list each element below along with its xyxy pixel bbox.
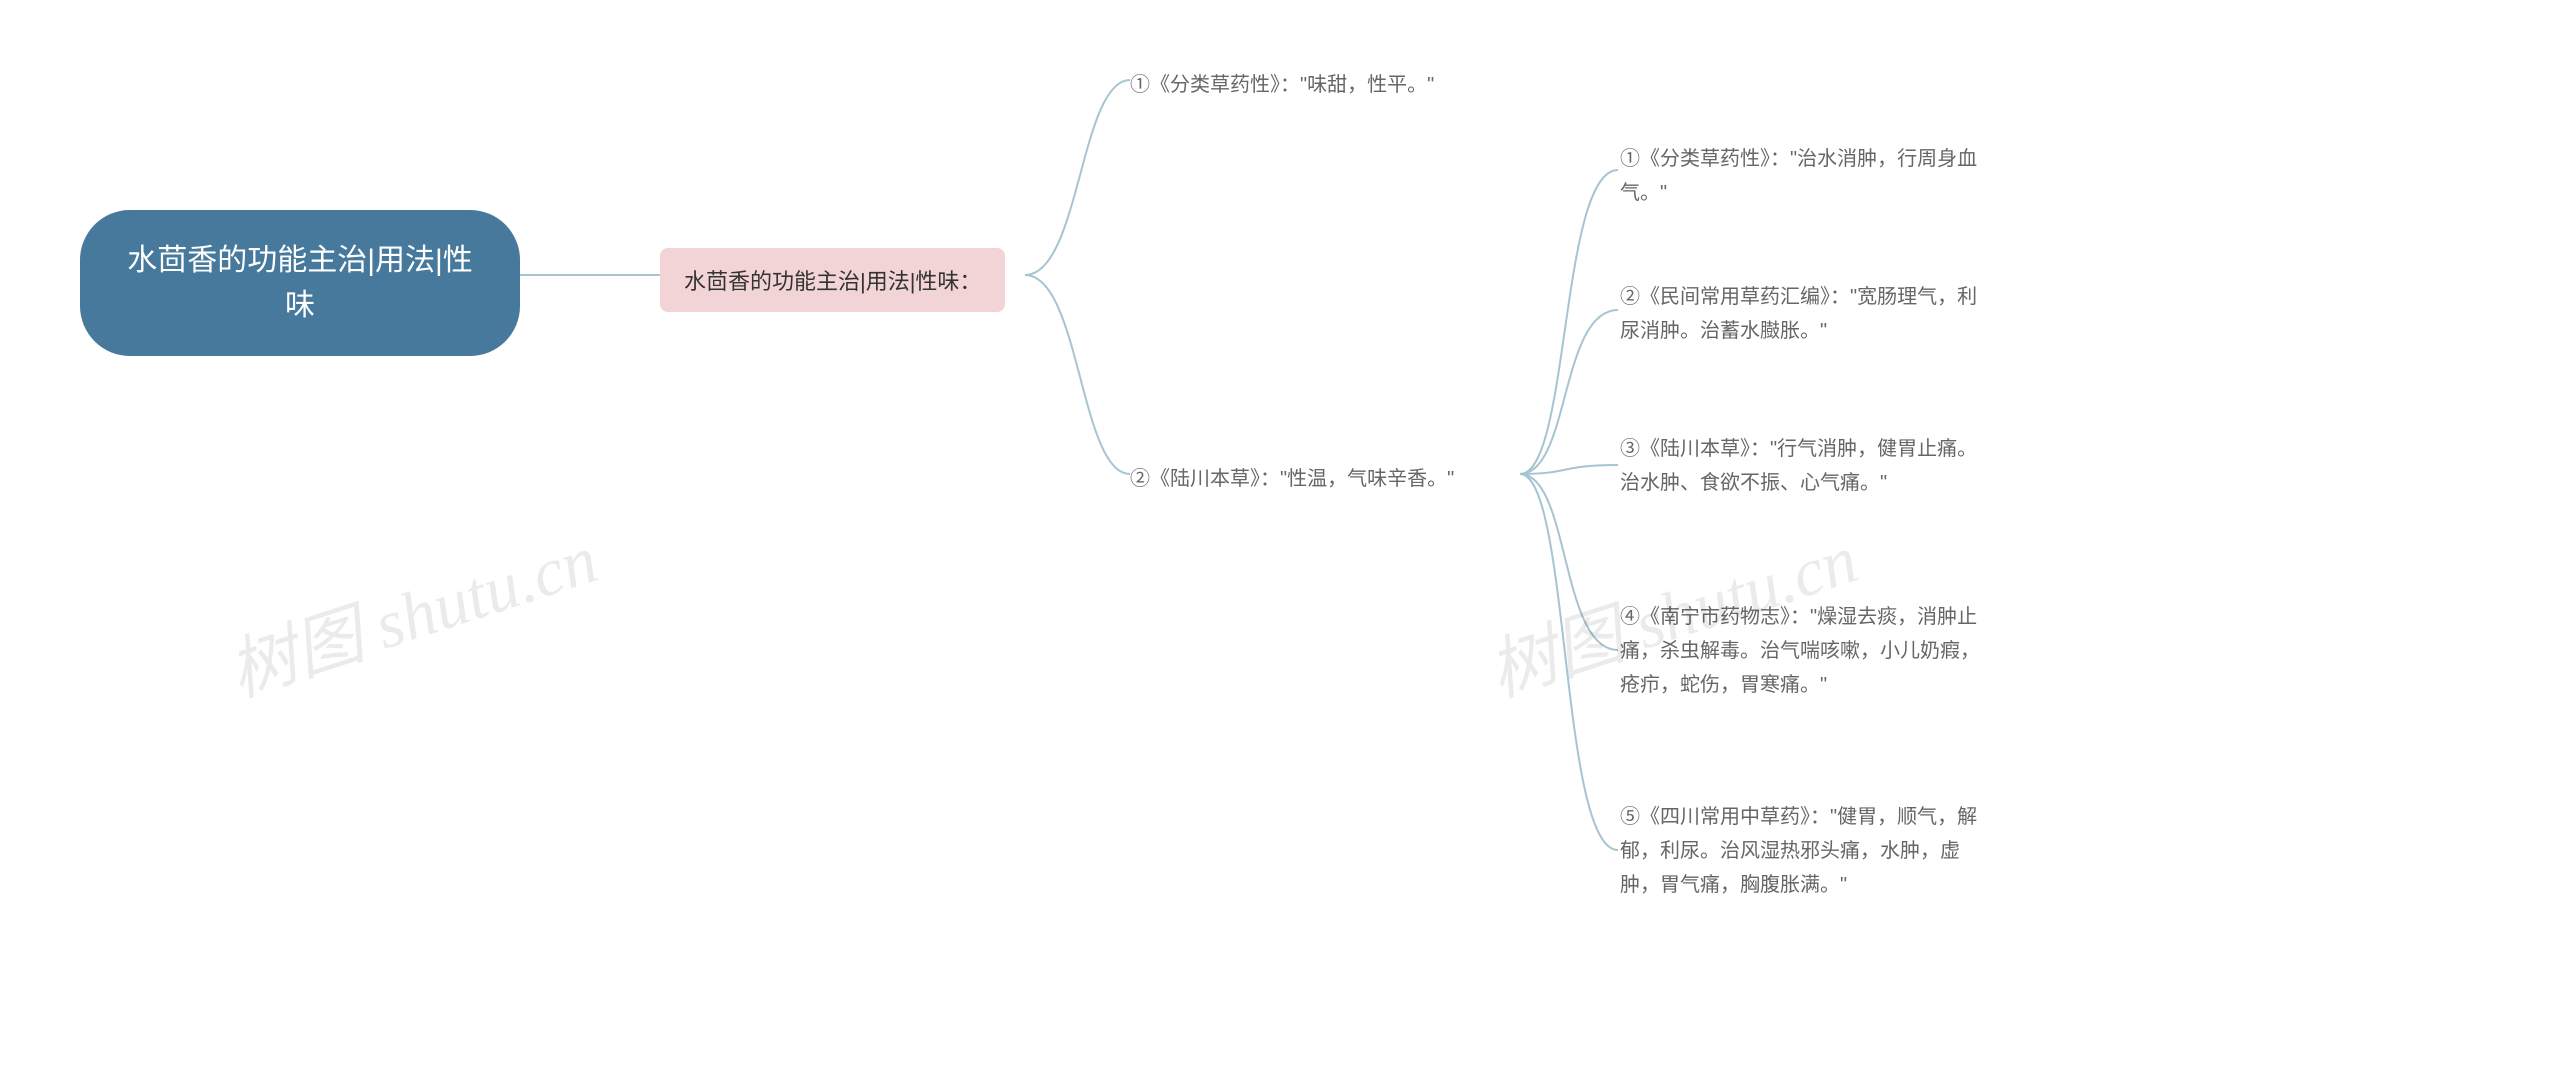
leaf-text: ⑤《四川常用中草药》："健胃，顺气，解郁，利尿。治风湿热邪头痛，水肿，虚肿，胃气… bbox=[1620, 806, 1977, 896]
leaf-text: ②《民间常用草药汇编》："宽肠理气，利尿消肿。治蓄水臌胀。" bbox=[1620, 286, 1977, 342]
leaf-node-2[interactable]: ②《民间常用草药汇编》："宽肠理气，利尿消肿。治蓄水臌胀。" bbox=[1620, 280, 1990, 348]
root-text: 水茴香的功能主治|用法|性味 bbox=[127, 244, 473, 322]
leaf-text: ①《分类草药性》："治水消肿，行周身血气。" bbox=[1620, 148, 1977, 204]
branch-a-text: ①《分类草药性》："味甜，性平。" bbox=[1130, 74, 1434, 96]
leaf-node-1[interactable]: ①《分类草药性》："治水消肿，行周身血气。" bbox=[1620, 142, 1990, 210]
level2-text: 水茴香的功能主治|用法|性味： bbox=[684, 269, 981, 294]
connector-layer bbox=[0, 0, 2560, 1066]
level2-node[interactable]: 水茴香的功能主治|用法|性味： bbox=[660, 248, 1005, 312]
branch-b-node[interactable]: ②《陆川本草》："性温，气味辛香。" bbox=[1130, 462, 1454, 496]
watermark-1: 树图 shutu.cn bbox=[214, 503, 607, 715]
root-node[interactable]: 水茴香的功能主治|用法|性味 bbox=[80, 210, 520, 356]
leaf-node-3[interactable]: ③《陆川本草》："行气消肿，健胃止痛。治水肿、食欲不振、心气痛。" bbox=[1620, 432, 1990, 500]
branch-a-node[interactable]: ①《分类草药性》："味甜，性平。" bbox=[1130, 68, 1434, 102]
mindmap-canvas: 水茴香的功能主治|用法|性味 水茴香的功能主治|用法|性味： ①《分类草药性》：… bbox=[0, 0, 2560, 1066]
leaf-node-4[interactable]: ④《南宁市药物志》："燥湿去痰，消肿止痛，杀虫解毒。治气喘咳嗽，小儿奶瘕，疮疖，… bbox=[1620, 600, 1990, 702]
branch-b-text: ②《陆川本草》："性温，气味辛香。" bbox=[1130, 468, 1454, 490]
leaf-text: ③《陆川本草》："行气消肿，健胃止痛。治水肿、食欲不振、心气痛。" bbox=[1620, 438, 1977, 494]
leaf-text: ④《南宁市药物志》："燥湿去痰，消肿止痛，杀虫解毒。治气喘咳嗽，小儿奶瘕，疮疖，… bbox=[1620, 606, 1980, 696]
leaf-node-5[interactable]: ⑤《四川常用中草药》："健胃，顺气，解郁，利尿。治风湿热邪头痛，水肿，虚肿，胃气… bbox=[1620, 800, 1990, 902]
